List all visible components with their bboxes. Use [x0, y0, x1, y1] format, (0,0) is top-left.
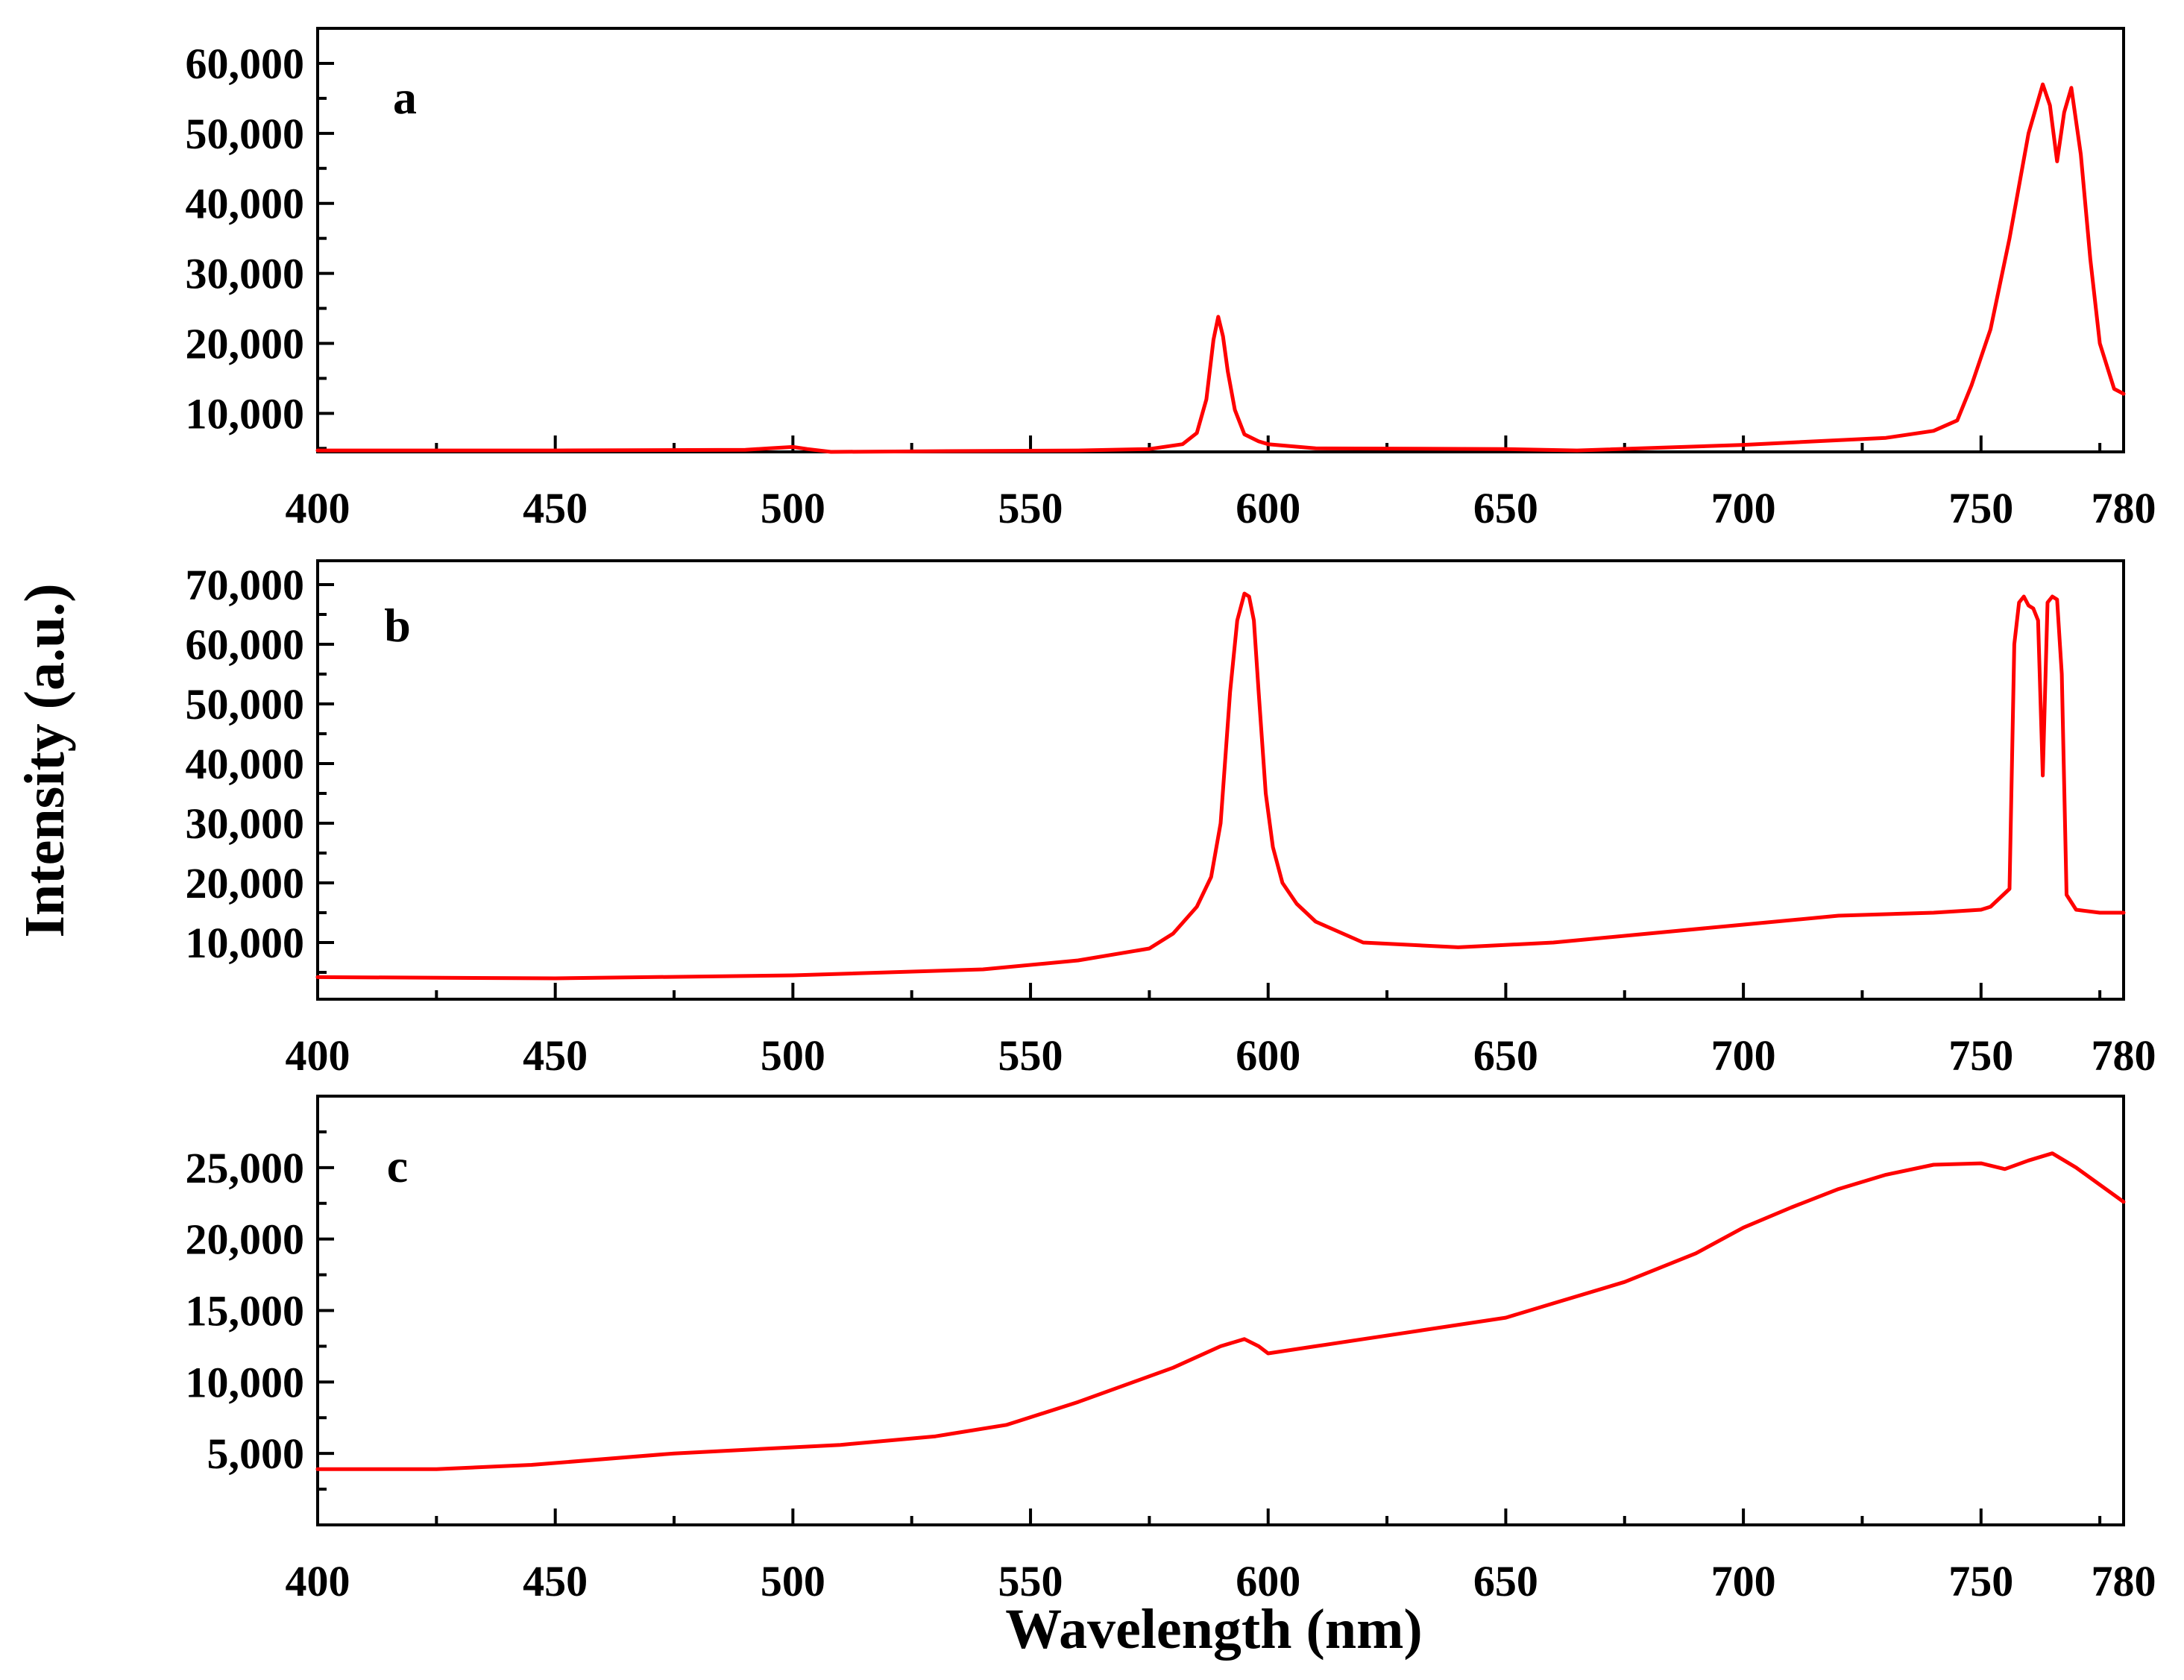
y-tick-label: 20,000 [186, 859, 305, 907]
panels-group: 400 450 500 550 600 650 700 750 780 10,000 20,000 3… [186, 27, 2156, 1605]
y-tick-label: 20,000 [186, 319, 305, 368]
x-tick-label: 700 [1711, 1557, 1776, 1605]
x-tick-label: 780 [2092, 484, 2156, 532]
panel-b: 400 450 500 550 600 650 700 750 780 10,000 20,000 3… [186, 559, 2156, 1080]
series-line-a [315, 82, 2126, 454]
x-tick-label: 450 [523, 484, 588, 532]
x-tick-label: 750 [1948, 484, 2013, 532]
x-tick-label: 750 [1948, 1557, 2013, 1605]
plot-frame [316, 27, 2125, 453]
x-tick-label: 400 [286, 1031, 350, 1080]
panel-letter-b: b [384, 599, 411, 652]
y-tick-label: 10,000 [186, 1358, 305, 1406]
series-line-b [315, 591, 2126, 981]
y-tick-label: 60,000 [186, 620, 305, 669]
y-tick-label: 30,000 [186, 250, 305, 298]
y-tick-label: 70,000 [186, 561, 305, 609]
x-axis-title: Wavelength (nm) [1005, 1598, 1422, 1661]
x-tick-label: 650 [1473, 484, 1538, 532]
x-tick-label: 780 [2092, 1031, 2156, 1080]
x-tick-label: 500 [761, 1031, 825, 1080]
panel-letter-c: c [387, 1139, 408, 1192]
x-tick-label: 750 [1948, 1031, 2013, 1080]
x-tick-label: 780 [2092, 1557, 2156, 1605]
x-tick-label: 450 [523, 1031, 588, 1080]
y-tick-label: 10,000 [186, 919, 305, 967]
panel-a: 400 450 500 550 600 650 700 750 780 10,000 20,000 3… [186, 27, 2156, 532]
series-line-c [315, 1151, 2126, 1471]
x-tick-label: 400 [286, 484, 350, 532]
x-tick-label: 550 [998, 484, 1063, 532]
x-tick-label: 450 [523, 1557, 588, 1605]
y-tick-label: 5,000 [207, 1429, 305, 1478]
x-tick-label: 600 [1236, 484, 1300, 532]
x-tick-label: 400 [286, 1557, 350, 1605]
y-tick-label: 40,000 [186, 180, 305, 228]
y-axis-title: Intensity (a.u.) [13, 583, 76, 937]
x-tick-label: 650 [1473, 1557, 1538, 1605]
x-tick-label: 650 [1473, 1031, 1538, 1080]
y-tick-label: 10,000 [186, 389, 305, 438]
y-tick-label: 15,000 [186, 1287, 305, 1335]
x-tick-label: 600 [1236, 1031, 1300, 1080]
y-tick-label: 50,000 [186, 110, 305, 158]
y-tick-label: 60,000 [186, 40, 305, 88]
panel-letter-a: a [393, 71, 417, 124]
x-tick-label: 500 [761, 484, 825, 532]
plot-frame [316, 559, 2125, 1001]
x-tick-label: 550 [998, 1031, 1063, 1080]
x-tick-label: 600 [1236, 1557, 1300, 1605]
y-tick-label: 20,000 [186, 1215, 305, 1264]
x-tick-label: 700 [1711, 484, 1776, 532]
y-tick-label: 25,000 [186, 1144, 305, 1192]
y-tick-label: 40,000 [186, 740, 305, 788]
y-tick-label: 30,000 [186, 799, 305, 848]
x-tick-label: 500 [761, 1557, 825, 1605]
x-tick-label: 550 [998, 1557, 1063, 1605]
y-tick-label: 50,000 [186, 680, 305, 729]
x-tick-label: 700 [1711, 1031, 1776, 1080]
panel-c: 400 450 500 550 600 650 700 750 780 5,000 10,000 15… [186, 1095, 2156, 1605]
